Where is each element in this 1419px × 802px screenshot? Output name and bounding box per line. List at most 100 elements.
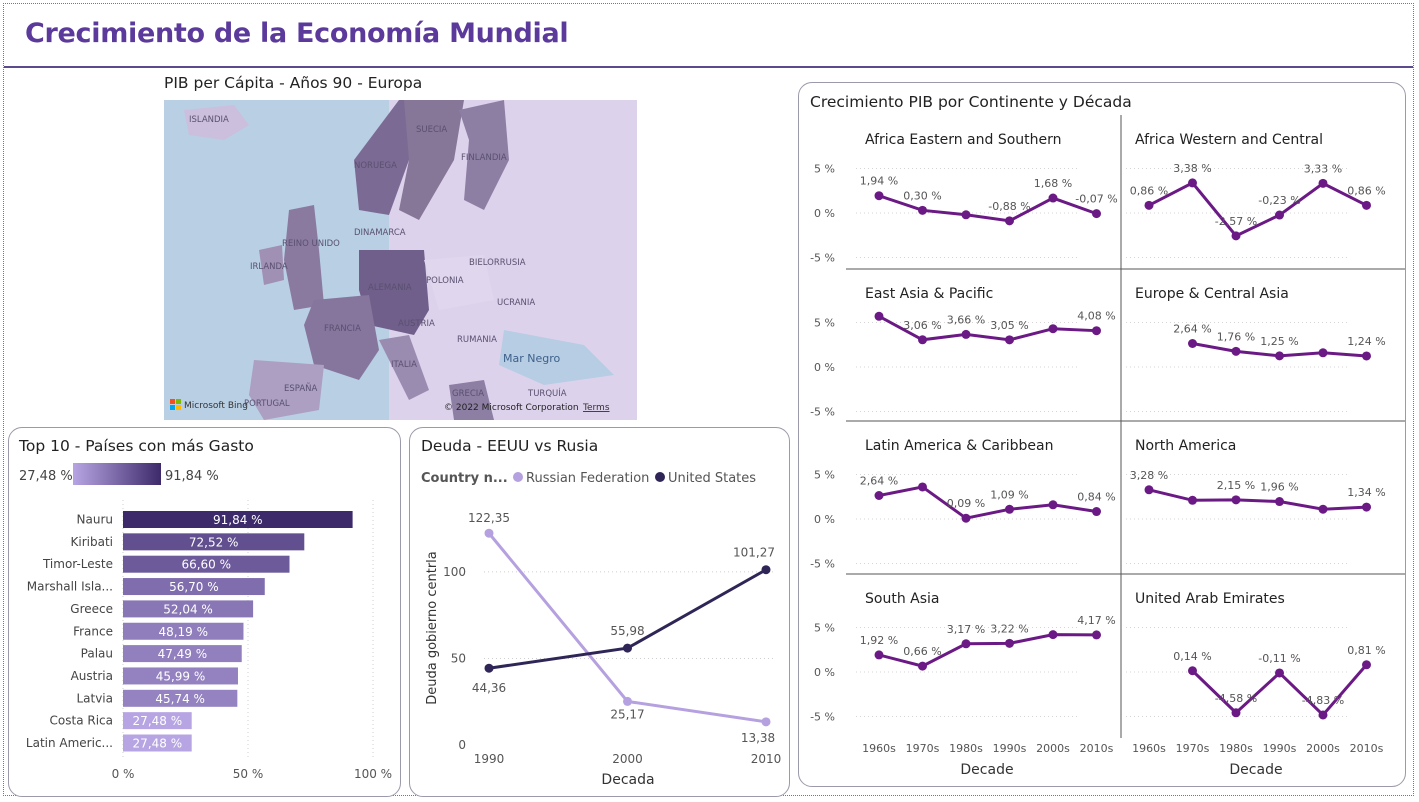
- data-point[interactable]: [874, 311, 884, 321]
- data-label: 44,36: [472, 681, 506, 695]
- bar[interactable]: [123, 555, 290, 573]
- europe-map[interactable]: ISLANDIA SUECIA NORUEGA FINLANDIA REINO UNID…: [164, 100, 637, 420]
- data-point[interactable]: [874, 650, 884, 660]
- data-point[interactable]: [1144, 485, 1154, 495]
- data-point[interactable]: [1048, 193, 1058, 203]
- y-tick-label: -5 %: [810, 711, 835, 724]
- bar[interactable]: [123, 578, 265, 596]
- data-point[interactable]: [918, 335, 927, 345]
- bar[interactable]: [123, 689, 238, 707]
- growth-panel[interactable]: United Arab Emirates 0,14 % -4,58 % -0,11 %…: [1126, 591, 1386, 755]
- map-label: NORUEGA: [354, 161, 397, 171]
- data-point[interactable]: [1231, 708, 1241, 718]
- data-point[interactable]: [1092, 209, 1101, 219]
- y-tick-label: 50: [451, 651, 466, 665]
- data-label: 0,09 %: [947, 497, 985, 510]
- data-label: 0,86 %: [1130, 184, 1168, 197]
- data-point[interactable]: [1048, 324, 1058, 334]
- data-point[interactable]: [1362, 200, 1371, 210]
- data-point[interactable]: [623, 643, 632, 653]
- data-point[interactable]: [1231, 346, 1241, 356]
- bar[interactable]: [123, 712, 192, 730]
- data-point[interactable]: [961, 513, 971, 523]
- data-point[interactable]: [874, 491, 884, 501]
- data-point[interactable]: [1005, 504, 1014, 514]
- data-point[interactable]: [961, 210, 971, 220]
- data-point[interactable]: [761, 565, 771, 575]
- black-sea: [499, 330, 614, 385]
- data-point[interactable]: [1275, 210, 1284, 220]
- data-point[interactable]: [1362, 660, 1371, 670]
- series-line[interactable]: [878, 194, 1098, 223]
- bar[interactable]: [123, 600, 254, 618]
- data-point[interactable]: [1231, 231, 1241, 241]
- growth-panel[interactable]: North America 3,28 % 2,15 % 1,96 % 1,34 %: [1126, 438, 1386, 564]
- data-label: 3,38 %: [1173, 162, 1211, 175]
- data-point[interactable]: [1188, 495, 1197, 505]
- data-point[interactable]: [1188, 339, 1197, 349]
- bar-category-label: Costa Rica: [50, 714, 113, 728]
- series-line[interactable]: [1148, 181, 1368, 238]
- data-point[interactable]: [1318, 710, 1328, 720]
- legend-label-usa[interactable]: United States: [668, 471, 756, 486]
- data-point[interactable]: [1362, 502, 1371, 512]
- data-point[interactable]: [1318, 504, 1328, 514]
- data-point[interactable]: [1188, 666, 1197, 676]
- bar[interactable]: [123, 511, 353, 528]
- growth-panel[interactable]: East Asia & Pacific 5 % 0 % -5 % 3,06 % 3,66 …: [810, 286, 1116, 419]
- data-point[interactable]: [484, 528, 494, 538]
- growth-panel[interactable]: Europe & Central Asia 2,64 % 1,76 % 1,25 % 1…: [1126, 286, 1386, 412]
- debt-legend-title: Country n...: [421, 471, 508, 486]
- data-label: 25,17: [610, 707, 644, 721]
- growth-panel[interactable]: Latin America & Caribbean 5 % 0 % -5 % 2,64 …: [810, 438, 1116, 571]
- bar[interactable]: [123, 622, 244, 640]
- series-line[interactable]: [1148, 488, 1367, 511]
- data-point[interactable]: [918, 482, 927, 492]
- bar-category-label: France: [73, 624, 113, 638]
- data-point[interactable]: [1005, 638, 1014, 648]
- data-point[interactable]: [961, 639, 971, 649]
- series-line[interactable]: [878, 633, 1097, 668]
- legend-label-russia[interactable]: Russian Federation: [526, 471, 649, 486]
- data-point[interactable]: [1275, 497, 1284, 507]
- data-point[interactable]: [1318, 348, 1328, 358]
- ireland-shape: [259, 245, 284, 285]
- data-point[interactable]: [1231, 495, 1241, 505]
- data-point[interactable]: [1275, 351, 1284, 361]
- bar[interactable]: [123, 533, 305, 551]
- data-point[interactable]: [1188, 178, 1197, 188]
- data-point[interactable]: [1005, 216, 1014, 226]
- data-point[interactable]: [623, 696, 632, 706]
- growth-panel[interactable]: Africa Western and Central 0,86 % 3,38 % -2…: [1126, 132, 1386, 258]
- bar[interactable]: [123, 734, 192, 752]
- data-point[interactable]: [1092, 630, 1101, 640]
- bar[interactable]: [123, 645, 242, 663]
- growth-panel[interactable]: South Asia 5 % 0 % -5 % 1,92 % 0,66 % 3,17 % 3,…: [810, 591, 1116, 755]
- data-point[interactable]: [484, 663, 494, 673]
- data-point[interactable]: [1318, 178, 1328, 188]
- data-point[interactable]: [1275, 668, 1284, 678]
- data-point[interactable]: [918, 661, 927, 671]
- data-label: 3,66 %: [947, 313, 985, 326]
- data-point[interactable]: [1144, 200, 1154, 210]
- top10-card[interactable]: Top 10 - Países con más Gasto 27,48 % 91…: [8, 427, 401, 797]
- data-point[interactable]: [1048, 500, 1058, 510]
- data-point[interactable]: [1092, 326, 1101, 336]
- bing-logo-sq4: [176, 405, 181, 410]
- series-line[interactable]: [878, 485, 1097, 520]
- data-point[interactable]: [1362, 351, 1371, 361]
- iceland-shape: [184, 105, 249, 140]
- data-point[interactable]: [1048, 630, 1058, 640]
- data-point[interactable]: [1005, 335, 1014, 345]
- series-line[interactable]: [878, 314, 1097, 342]
- data-point[interactable]: [918, 205, 927, 215]
- growth-card[interactable]: Crecimiento PIB por Continente y Década …: [798, 82, 1406, 787]
- bar[interactable]: [123, 667, 238, 685]
- growth-panel[interactable]: Africa Eastern and Southern 5 % 0 % -5 % 1,9…: [810, 132, 1118, 265]
- data-point[interactable]: [874, 191, 884, 201]
- data-point[interactable]: [961, 329, 971, 339]
- debt-card[interactable]: Deuda - EEUU vs Rusia Country n... Russi…: [409, 427, 790, 797]
- map-terms-link[interactable]: Terms: [582, 403, 610, 413]
- data-point[interactable]: [761, 717, 771, 727]
- data-point[interactable]: [1092, 507, 1101, 517]
